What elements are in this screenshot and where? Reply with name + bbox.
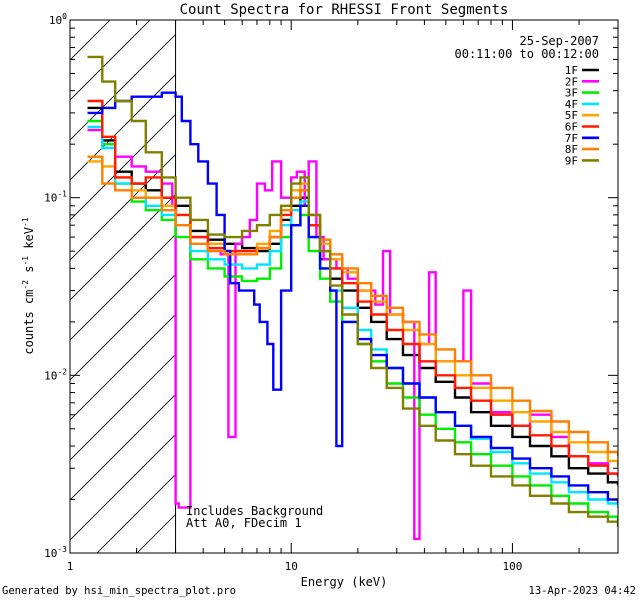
series-layer xyxy=(87,55,618,541)
x-tick-label-100: 100 xyxy=(503,560,523,573)
y-axis xyxy=(70,19,618,554)
hatch-line xyxy=(70,20,71,21)
y-tick-label-1e-3: 10-3 xyxy=(44,545,67,560)
legend-label-7F: 7F xyxy=(565,132,578,145)
date-label: 25-Sep-2007 xyxy=(520,34,599,48)
series-line-7F xyxy=(87,91,618,504)
annotation-attenuator: Att A0, FDecim 1 xyxy=(186,516,302,530)
legend-label-2F: 2F xyxy=(565,75,578,88)
hatch-mask xyxy=(175,20,618,553)
legend-label-5F: 5F xyxy=(565,109,578,122)
y-tick-labels: 100 10-1 10-2 10-3 xyxy=(44,12,67,560)
plot-frame xyxy=(69,19,619,554)
legend-label-6F: 6F xyxy=(565,121,578,134)
chart-title: Count Spectra for RHESSI Front Segments xyxy=(180,2,509,18)
legend-label-3F: 3F xyxy=(565,87,578,100)
x-axis-label: Energy (keV) xyxy=(301,575,388,589)
legend-label-4F: 4F xyxy=(565,98,578,111)
x-axis xyxy=(69,20,619,553)
y-tick-label-1e-2: 10-2 xyxy=(44,367,67,382)
x-tick-label-1: 1 xyxy=(67,560,74,573)
y-tick-label-1e-1: 10-1 xyxy=(44,190,67,205)
footer-generated-by: Generated by hsi_min_spectra_plot.pro xyxy=(2,585,236,597)
legend-label-1F: 1F xyxy=(565,64,578,77)
x-tick-label-10: 10 xyxy=(285,560,298,573)
y-tick-label-1e0: 100 xyxy=(49,12,67,27)
series-line-9F xyxy=(87,55,618,527)
hatch-line xyxy=(70,20,231,181)
time-range-label: 00:11:00 to 00:12:00 xyxy=(455,47,600,61)
series-line-2F xyxy=(87,128,618,541)
y-axis-label: counts cm-2 s-1 keV-1 xyxy=(21,217,36,354)
footer-timestamp: 13-Apr-2023 04:42 xyxy=(529,585,636,597)
legend-label-8F: 8F xyxy=(565,143,578,156)
annotation-background: Includes Background xyxy=(186,504,323,518)
legend-label-9F: 9F xyxy=(565,154,578,167)
